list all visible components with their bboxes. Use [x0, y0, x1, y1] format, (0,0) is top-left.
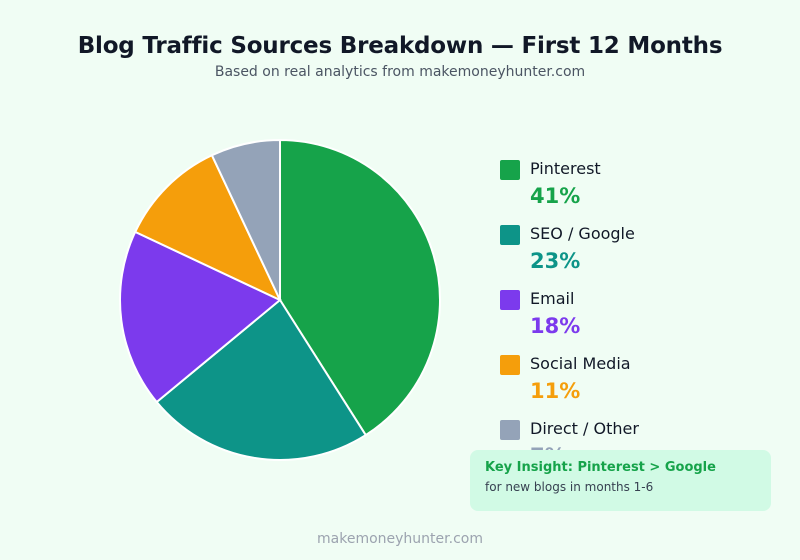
pie-slice-seo-google: [155, 298, 368, 461]
pie-slice-direct-other: [210, 138, 281, 301]
legend-label: Email: [530, 289, 575, 308]
legend-item-social-media: Social Media 11%: [500, 354, 780, 415]
insight-text: for new blogs in months 1-6: [485, 480, 654, 494]
legend-value: 18%: [530, 314, 581, 338]
legend-value: 41%: [530, 184, 581, 208]
legend-label: SEO / Google: [530, 224, 635, 243]
legend-label: Direct / Other: [530, 419, 639, 438]
key-insight-box: Key Insight: Pinterest > Google for new …: [470, 450, 771, 511]
legend-item-seo-google: SEO / Google 23%: [500, 224, 780, 285]
legend-swatch: [500, 225, 520, 245]
legend-label: Social Media: [530, 354, 631, 373]
legend-item-pinterest: Pinterest 41%: [500, 159, 780, 220]
chart-title: Blog Traffic Sources Breakdown — First 1…: [77, 33, 723, 59]
legend-value: 11%: [530, 379, 581, 403]
pie-slice-social-media: [133, 153, 283, 303]
footer-source: makemoneyhunter.com: [317, 531, 483, 547]
legend-value: 23%: [530, 249, 581, 273]
chart-subtitle: Based on real analytics from makemoneyhu…: [214, 64, 586, 80]
legend-swatch: [500, 420, 520, 440]
pie-slice-email: [119, 230, 282, 404]
insight-title: Key Insight: Pinterest > Google: [485, 460, 716, 475]
legend-item-email: Email 18%: [500, 289, 780, 350]
legend-swatch: [500, 355, 520, 375]
legend-label: Pinterest: [530, 159, 601, 178]
legend-swatch: [500, 290, 520, 310]
legend-swatch: [500, 160, 520, 180]
